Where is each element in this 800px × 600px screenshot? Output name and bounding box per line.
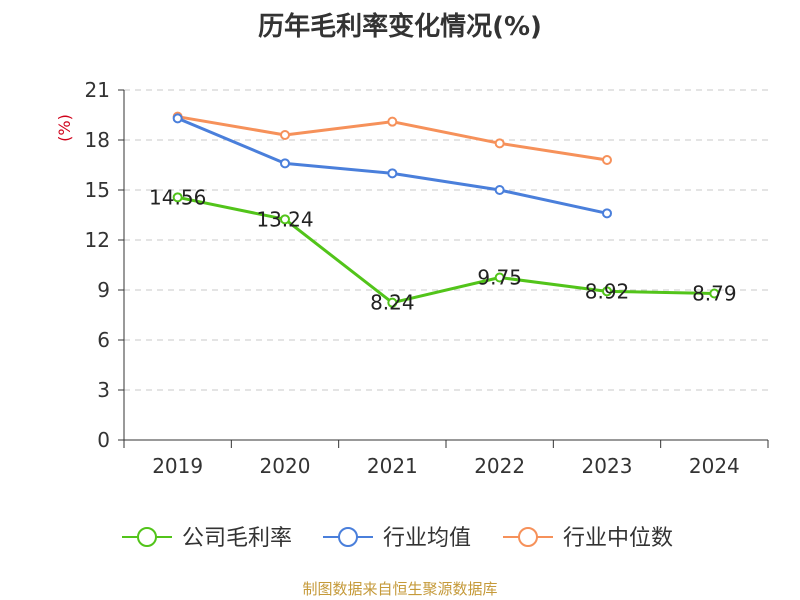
legend-marker: [137, 527, 157, 547]
legend-label: 行业中位数: [563, 526, 673, 551]
data-point: [602, 208, 612, 219]
data-point: [387, 116, 398, 127]
legend-label: 行业均值: [383, 526, 471, 551]
axes: [118, 89, 769, 448]
y-tick-label: 12: [85, 228, 110, 252]
y-axis-unit-label: (%): [55, 114, 74, 142]
data-label: 13.24: [256, 207, 313, 231]
x-tick-label: 2023: [582, 454, 633, 478]
data-point: [172, 192, 183, 203]
data-point: [602, 155, 612, 165]
y-tick-label: 15: [85, 178, 110, 202]
legend-marker: [518, 527, 538, 547]
chart-title: 历年毛利率变化情况(%): [258, 12, 542, 42]
data-label: 8.79: [692, 282, 737, 306]
data-point: [172, 113, 183, 124]
data-source-note: 制图数据来自恒生聚源数据库: [302, 580, 498, 598]
y-tick-label: 9: [97, 278, 110, 302]
data-point: [494, 272, 505, 283]
series-lines: [172, 111, 720, 308]
legend-marker: [338, 527, 358, 547]
data-point: [602, 286, 612, 297]
y-tick-label: 18: [85, 128, 110, 152]
data-point: [494, 185, 505, 195]
data-labels: 14.56 13.24 8.24 9.75 8.92 8.79: [149, 185, 737, 314]
y-tick-label: 6: [97, 328, 110, 352]
legend-label: 公司毛利率: [182, 526, 292, 551]
data-point: [280, 158, 290, 169]
legend-item[interactable]: 行业中位数: [503, 526, 673, 551]
data-point: [494, 138, 505, 149]
data-point: [387, 297, 398, 308]
legend-item[interactable]: 公司毛利率: [122, 526, 292, 551]
data-point: [709, 288, 720, 299]
data-label: 9.75: [477, 266, 522, 290]
x-tick-label: 2024: [689, 454, 740, 478]
y-tick-label: 21: [85, 78, 110, 102]
data-point: [280, 130, 290, 140]
series-line: [177, 195, 715, 305]
y-tick-label: 3: [97, 378, 110, 402]
data-label: 14.56: [149, 185, 206, 209]
x-tick-label: 2021: [367, 454, 418, 478]
legend: 公司毛利率 行业均值 行业中位数: [122, 526, 673, 551]
data-point: [387, 168, 398, 179]
legend-item[interactable]: 行业均值: [323, 526, 471, 551]
y-tick-label: 0: [97, 428, 110, 452]
x-tick-labels: 2019 2020 2021 2022 2023 2024: [152, 454, 740, 478]
x-tick-label: 2019: [152, 454, 203, 478]
data-point: [280, 214, 290, 225]
x-tick-label: 2020: [260, 454, 311, 478]
data-label: 8.24: [370, 291, 415, 315]
data-label: 8.92: [585, 279, 630, 303]
y-tick-labels: 0 3 6 9 12 15 18 21: [85, 78, 110, 452]
series-line: [177, 116, 608, 215]
x-tick-label: 2022: [474, 454, 525, 478]
